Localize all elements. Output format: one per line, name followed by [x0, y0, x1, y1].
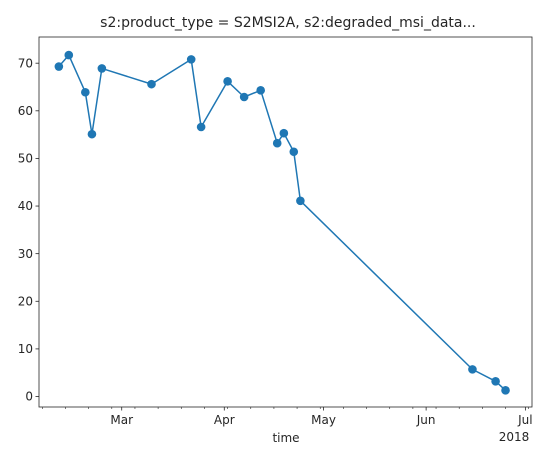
- x-axis-label: time: [272, 431, 299, 445]
- y-tick-label: 50: [18, 152, 33, 166]
- data-point: [279, 128, 289, 138]
- y-tick-label: 20: [18, 294, 33, 308]
- data-point: [87, 129, 97, 139]
- x-tick-label: Jun: [416, 413, 436, 427]
- series-line: [58, 54, 507, 391]
- data-point: [97, 64, 107, 73]
- y-tick-label: 0: [25, 390, 33, 404]
- data-point: [186, 55, 196, 64]
- y-tick-label: 40: [18, 199, 33, 213]
- data-point: [81, 87, 90, 97]
- axes-frame: [38, 36, 533, 408]
- data-point: [64, 50, 74, 60]
- y-tick-label: 30: [18, 247, 33, 261]
- data-point: [223, 76, 232, 86]
- x-tick-label: Apr: [214, 413, 235, 427]
- data-point: [196, 122, 206, 132]
- data-point: [491, 376, 500, 386]
- data-point: [468, 365, 477, 374]
- chart-title: s2:product_type = S2MSI2A, s2:degraded_m…: [100, 15, 476, 31]
- x-axis-year-label: 2018: [499, 430, 530, 444]
- y-tick-label: 60: [18, 104, 33, 118]
- x-axis: Mar Apr May Jun Jul: [42, 407, 533, 427]
- data-point: [256, 86, 265, 95]
- y-axis: 0 10 20 30 40 50 60 70: [18, 56, 39, 404]
- data-point: [289, 147, 299, 157]
- series-layer: [54, 50, 510, 395]
- data-point: [272, 138, 282, 148]
- plot-area: [38, 36, 533, 408]
- data-point: [54, 62, 64, 71]
- data-point: [501, 386, 510, 395]
- x-tick-label: May: [311, 413, 336, 427]
- x-tick-label: Mar: [110, 413, 133, 427]
- data-point: [296, 196, 305, 206]
- x-tick-label: Jul: [517, 413, 532, 427]
- y-tick-label: 70: [18, 56, 33, 70]
- data-point: [147, 79, 156, 89]
- y-tick-label: 10: [18, 342, 33, 356]
- data-point: [239, 92, 249, 102]
